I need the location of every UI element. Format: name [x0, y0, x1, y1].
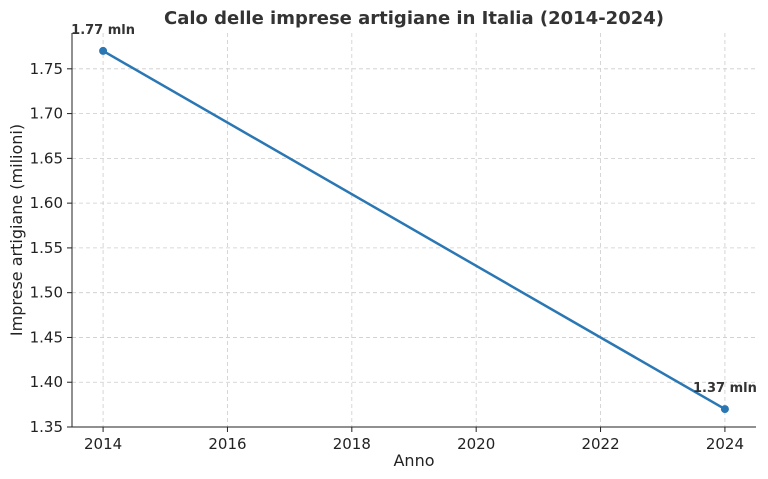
x-tick-label: 2018	[333, 435, 371, 453]
x-axis-label: Anno	[393, 451, 434, 470]
y-tick-label: 1.45	[30, 328, 63, 346]
y-axis-label: Imprese artigiane (milioni)	[7, 124, 26, 336]
data-point	[720, 405, 729, 414]
y-tick-label: 1.35	[30, 418, 63, 436]
data-point	[99, 46, 108, 55]
data-label: 1.37 mln	[693, 381, 757, 396]
y-tick-label: 1.75	[30, 60, 63, 78]
x-axis-ticks: 2014 2016 2018 2020 2022 2024	[84, 427, 744, 453]
x-tick-label: 2020	[457, 435, 495, 453]
series-layer	[99, 46, 729, 414]
y-tick-label: 1.65	[30, 149, 63, 167]
x-tick-label: 2022	[581, 435, 619, 453]
chart-title: Calo delle imprese artigiane in Italia (…	[164, 8, 664, 29]
axes-spines	[71, 33, 756, 428]
data-label: 1.77 mln	[71, 23, 135, 38]
y-tick-label: 1.60	[30, 194, 63, 212]
y-tick-label: 1.50	[30, 284, 63, 302]
x-tick-label: 2014	[84, 435, 122, 453]
data-labels: 1.77 mln 1.37 mln	[71, 23, 757, 396]
y-tick-label: 1.70	[30, 105, 63, 123]
y-tick-label: 1.40	[30, 373, 63, 391]
y-tick-label: 1.55	[30, 239, 63, 257]
x-tick-label: 2016	[208, 435, 246, 453]
x-tick-label: 2024	[706, 435, 744, 453]
y-axis-ticks: 1.35 1.40 1.45 1.50 1.55 1.60 1.65 1.70 1.75	[30, 60, 72, 436]
series-line	[102, 49, 726, 411]
